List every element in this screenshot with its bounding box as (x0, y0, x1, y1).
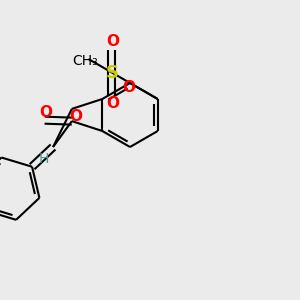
Text: CH₃: CH₃ (73, 54, 98, 68)
Text: O: O (39, 105, 52, 120)
Text: O: O (106, 34, 119, 49)
Text: O: O (106, 97, 119, 112)
Text: O: O (123, 80, 136, 95)
Text: S: S (106, 64, 118, 82)
Text: H: H (39, 152, 49, 166)
Text: O: O (69, 110, 82, 124)
